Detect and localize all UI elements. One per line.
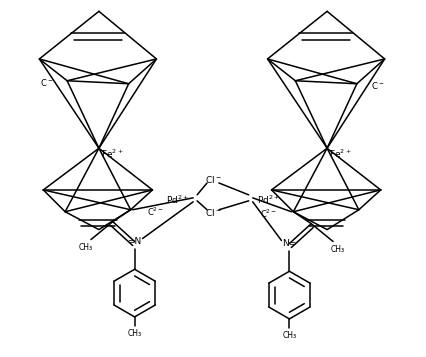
Text: Cl$^-$: Cl$^-$ bbox=[204, 175, 222, 186]
Text: Fe$^{2+}$: Fe$^{2+}$ bbox=[329, 148, 352, 160]
Text: C$^{2-}$: C$^{2-}$ bbox=[260, 207, 277, 220]
Text: =N: =N bbox=[127, 237, 142, 246]
Text: C$^-$: C$^-$ bbox=[40, 77, 53, 88]
Text: Pd$^{2+}$: Pd$^{2+}$ bbox=[166, 193, 189, 206]
Text: CH₃: CH₃ bbox=[79, 243, 93, 252]
Text: C$^{2-}$: C$^{2-}$ bbox=[147, 206, 164, 218]
Text: Pd$^{2+}$: Pd$^{2+}$ bbox=[256, 193, 280, 206]
Text: CH₃: CH₃ bbox=[282, 331, 296, 340]
Text: CH₃: CH₃ bbox=[331, 245, 345, 254]
Text: Cl$^-$: Cl$^-$ bbox=[204, 207, 222, 218]
Text: CH₃: CH₃ bbox=[127, 329, 142, 338]
Text: Fe$^{2+}$: Fe$^{2+}$ bbox=[101, 148, 124, 160]
Text: C$^-$: C$^-$ bbox=[371, 80, 384, 91]
Text: N=: N= bbox=[282, 239, 296, 248]
